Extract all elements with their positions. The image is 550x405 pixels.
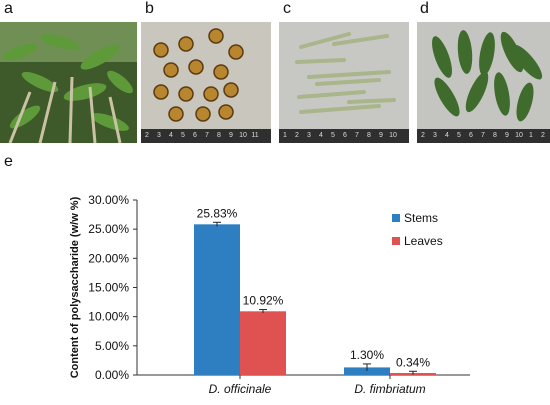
panel-label-a: a bbox=[4, 0, 13, 17]
data-label: 25.83% bbox=[197, 206, 238, 220]
panel-label-d: d bbox=[420, 0, 429, 17]
y-tick-label: 20.00% bbox=[88, 251, 129, 265]
stems-photo: 1 2 3 4 5 6 7 8 9 10 bbox=[279, 22, 409, 143]
plant-photo bbox=[0, 22, 137, 143]
polysaccharide-bar-chart: 0.00% 5.00% 10.00% 15.00% 20.00% 25.00% 30.00%… bbox=[69, 193, 470, 396]
bar bbox=[344, 367, 390, 375]
data-label: 0.34% bbox=[396, 355, 430, 369]
y-tick-label: 15.00% bbox=[88, 281, 129, 295]
y-tick-label: 25.00% bbox=[88, 222, 129, 236]
x-tick-label: D. officinale bbox=[209, 382, 272, 396]
panel-label-b: b bbox=[145, 0, 154, 17]
bar bbox=[240, 311, 286, 375]
y-tick-label: 5.00% bbox=[95, 339, 129, 353]
legend-swatch bbox=[392, 237, 400, 245]
ruler-c: 1 2 3 4 5 6 7 8 9 10 bbox=[279, 129, 409, 143]
panel-label-e: e bbox=[4, 153, 13, 170]
bar bbox=[194, 224, 240, 375]
panel-label-c: c bbox=[283, 0, 291, 17]
legend-label: Stems bbox=[404, 211, 438, 225]
y-tick-label: 30.00% bbox=[88, 193, 129, 207]
y-tick-label: 10.00% bbox=[88, 310, 129, 324]
leaves-photo: 2 3 4 5 6 7 8 9 10 1 2 bbox=[417, 22, 550, 143]
data-label: 10.92% bbox=[243, 294, 284, 308]
legend-swatch bbox=[392, 214, 400, 222]
x-tick-label: D. fimbriatum bbox=[354, 382, 425, 396]
y-tick-label: 0.00% bbox=[95, 368, 129, 382]
stem-coils-photo: 2 3 4 5 6 7 8 9 10 11 bbox=[141, 22, 271, 143]
legend-label: Leaves bbox=[404, 234, 443, 248]
ruler-d: 2 3 4 5 6 7 8 9 10 1 2 bbox=[417, 129, 550, 143]
data-label: 1.30% bbox=[350, 348, 384, 362]
y-axis-label: Content of polysaccharide (w/w %) bbox=[69, 196, 81, 378]
ruler-b: 2 3 4 5 6 7 8 9 10 11 bbox=[141, 129, 271, 143]
